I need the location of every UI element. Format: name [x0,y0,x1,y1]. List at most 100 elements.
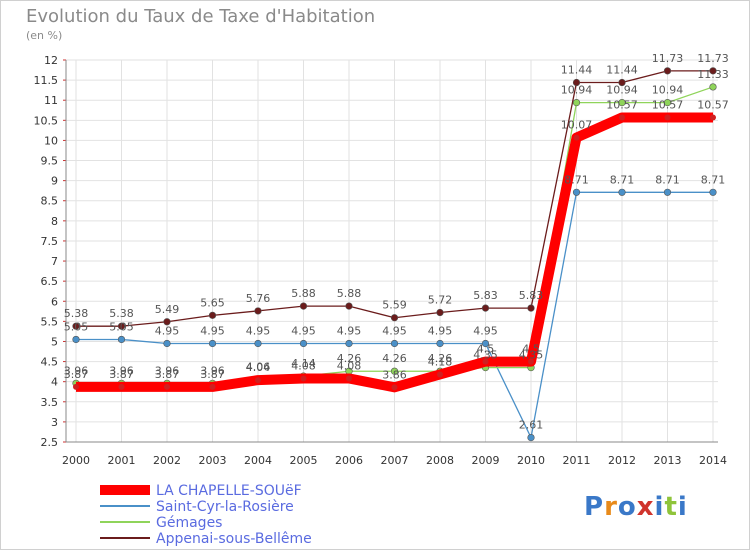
data-point [118,383,125,390]
x-tick-label: 2009 [472,454,500,467]
data-label: 4.26 [337,352,362,365]
data-point [346,375,352,382]
proxiti-logo: Proxiti [584,492,688,522]
data-label: 8.71 [655,173,680,186]
y-tick-label: 11.5 [34,74,59,87]
data-label: 11.73 [697,52,729,65]
data-label: 4.35 [519,349,544,362]
y-tick-label: 11 [44,94,58,107]
data-point [482,358,489,365]
data-point [663,99,672,107]
x-tick-label: 2011 [563,454,591,467]
data-label: 5.88 [337,287,362,300]
data-point [163,339,171,348]
data-label: 10.57 [652,99,684,112]
data-point [710,114,716,121]
data-point [618,188,626,196]
data-point [254,307,262,315]
data-label: 5.65 [200,296,225,309]
data-point [73,383,79,390]
data-label: 5.05 [64,320,89,333]
y-tick-label: 7.5 [41,235,59,248]
data-point [709,188,717,196]
y-tick-label: 4 [51,376,58,389]
y-tick-label: 4.5 [41,356,59,369]
data-label: 5.76 [246,292,271,305]
legend-label: Appenai-sous-Bellême [156,531,312,547]
data-point [481,304,490,312]
data-point [618,78,626,87]
logo-letter: P [584,492,605,522]
data-point [573,134,580,141]
data-label: 4.06 [246,360,271,373]
legend-label: Gémages [156,515,222,531]
data-point [163,318,171,326]
x-tick-label: 2008 [426,454,454,467]
data-label: 4.5 [477,343,495,356]
y-tick-label: 6.5 [41,275,59,288]
data-label: 3.87 [109,368,134,381]
data-label: 8.71 [564,173,589,186]
y-tick-label: 10 [44,134,58,147]
data-point [436,339,444,348]
data-label: 4.18 [428,355,453,368]
data-point [663,188,672,196]
data-point [117,335,126,344]
data-label: 4.95 [428,324,453,337]
data-point [255,377,261,384]
data-label: 4.14 [291,357,316,370]
data-label: 3.96 [200,364,225,377]
data-label: 4.95 [291,324,316,337]
data-label: 5.72 [428,294,453,307]
data-point [709,83,717,91]
logo-letter: i [654,492,665,522]
data-label: 4.95 [382,324,407,337]
data-point [437,371,443,378]
data-point [618,99,626,107]
y-tick-label: 10.5 [34,114,59,127]
data-point [72,335,80,344]
x-tick-label: 2006 [335,454,363,467]
data-label: 5.59 [382,299,407,312]
x-tick-label: 2012 [608,454,636,467]
data-label: 4.26 [382,352,407,365]
y-tick-label: 9 [51,175,58,188]
data-point [72,322,80,330]
x-tick-label: 2007 [381,454,409,467]
data-point [663,67,672,75]
data-label: 4.95 [337,324,362,337]
data-point [481,339,490,348]
logo-letter: i [677,492,688,522]
data-point [709,67,717,75]
y-tick-label: 5 [51,335,58,348]
y-tick-label: 6 [51,295,58,308]
data-point [208,339,217,348]
logo-letter: r [604,492,618,522]
y-tick-label: 3.5 [41,396,59,409]
data-label: 10.07 [561,119,593,132]
data-label: 4.26 [428,352,453,365]
data-point [572,99,581,107]
y-tick-label: 2.5 [41,436,59,449]
data-point [664,114,671,121]
legend-label: Saint-Cyr-la-Rosière [156,499,294,515]
data-point [619,114,625,121]
chart-title: Evolution du Taux de Taxe d'Habitation [26,6,376,27]
data-point [164,383,170,390]
chart-subtitle: (en %) [26,29,63,42]
data-label: 10.57 [606,99,638,112]
data-label: 11.44 [606,64,638,77]
data-labels: 5.38 5.38 5.49 5.65 5.76 5.88 5.88 5.59 5.72 5.83… [64,52,729,432]
x-tick-label: 2005 [290,454,318,467]
data-point [572,78,581,87]
data-point [390,339,399,348]
data-point [345,302,353,310]
data-label: 5.49 [155,303,180,316]
y-tick-label: 5.5 [41,315,59,328]
x-tick-label: 2014 [699,454,727,467]
x-tick-label: 2004 [244,454,272,467]
x-tick-label: 2001 [108,454,136,467]
data-label: 3.87 [200,368,225,381]
